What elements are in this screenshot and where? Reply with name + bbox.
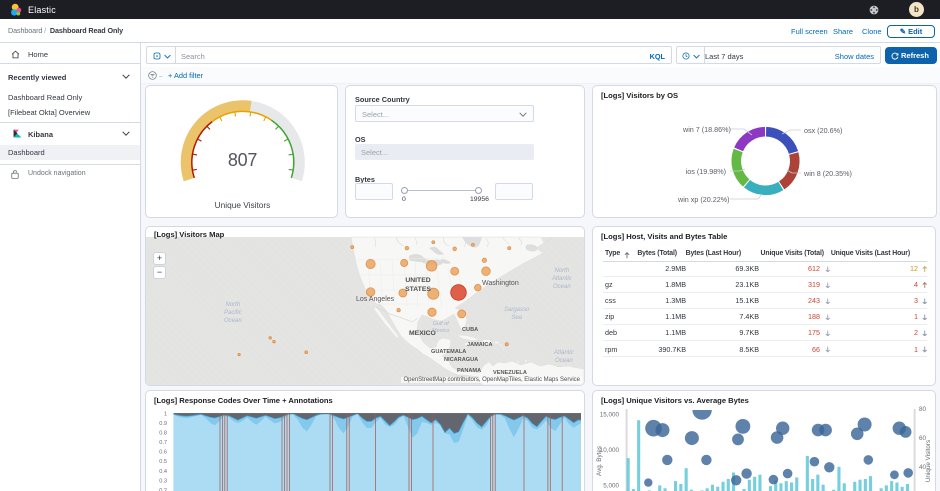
svg-text:0.8: 0.8 [159,431,167,437]
svg-text:0.6: 0.6 [159,450,167,456]
svg-text:0.2: 0.2 [159,488,167,491]
svg-text:Avg. Bytes: Avg. Bytes [596,446,603,476]
svg-text:0.5: 0.5 [159,459,167,465]
svg-text:0.4: 0.4 [159,469,167,475]
svg-text:80: 80 [919,406,927,413]
svg-text:0.3: 0.3 [159,478,167,484]
svg-text:10,000: 10,000 [600,447,620,454]
svg-text:40: 40 [919,464,927,471]
svg-text:1: 1 [164,412,167,418]
svg-text:15,000: 15,000 [600,412,620,419]
svg-text:0.9: 0.9 [159,421,167,427]
svg-text:60: 60 [919,435,927,442]
svg-text:5,000: 5,000 [603,483,619,490]
svg-text:Unique Visitors: Unique Visitors [925,440,932,482]
svg-text:0.7: 0.7 [159,440,167,446]
